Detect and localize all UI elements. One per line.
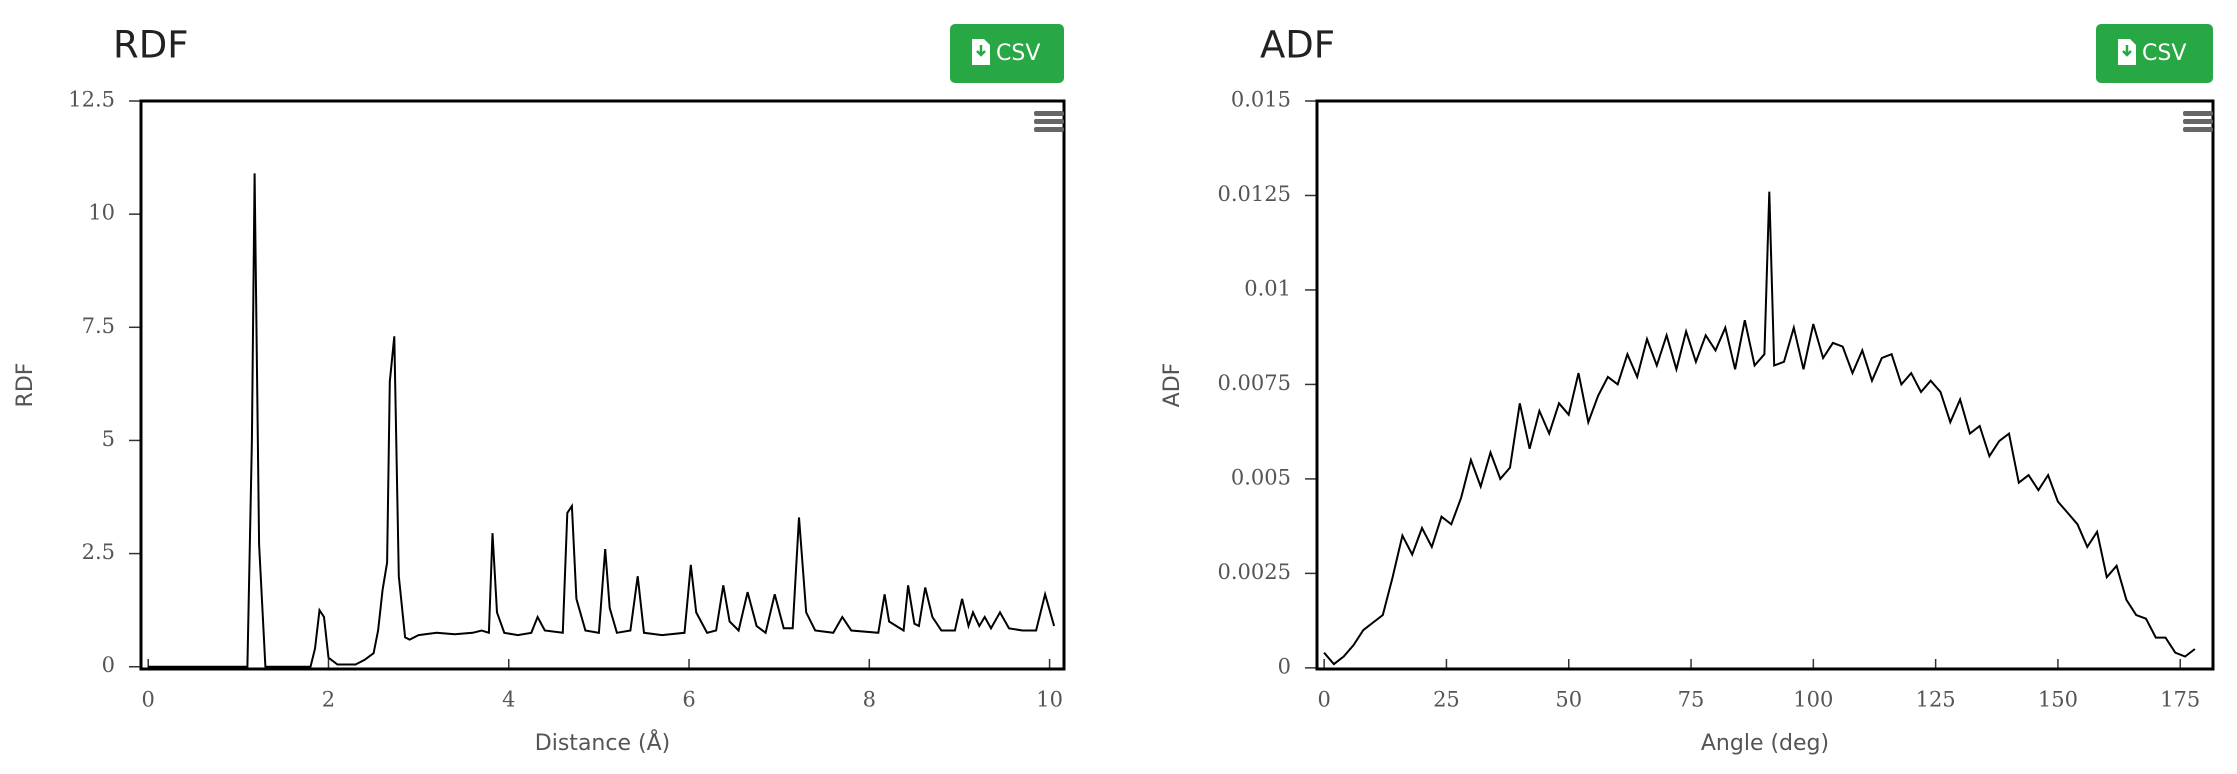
button-label: CSV — [2142, 41, 2186, 66]
button-background — [950, 24, 1064, 83]
y-tick-label: 0 — [102, 653, 115, 677]
download-arrow — [2122, 45, 2132, 57]
chart-title: RDF — [113, 24, 188, 67]
y-tick-label: 0.0025 — [1218, 560, 1291, 584]
y-tick-label: 0.0075 — [1218, 371, 1291, 395]
x-tick-label: 175 — [2160, 688, 2200, 712]
y-tick-label: 0.015 — [1231, 88, 1291, 112]
x-tick-label: 150 — [2038, 688, 2078, 712]
x-tick-label: 0 — [1317, 688, 1330, 712]
button-background — [2096, 24, 2213, 83]
x-tick-label: 100 — [1793, 688, 1833, 712]
x-tick-label: 125 — [1916, 688, 1956, 712]
menu-bar — [1034, 111, 1064, 116]
y-tick-label: 0.005 — [1231, 465, 1291, 489]
menu-bar — [2183, 127, 2213, 132]
export-button[interactable]: CSV — [2096, 24, 2213, 83]
y-tick-label: 5 — [102, 427, 115, 451]
x-tick-label: 25 — [1433, 688, 1460, 712]
y-tick-label: 0.0125 — [1218, 182, 1291, 206]
y-tick-label: 0 — [1278, 654, 1291, 678]
y-tick-label: 10 — [88, 201, 115, 225]
x-axis-label: Angle (deg) — [1701, 731, 1829, 756]
menu-bar — [2183, 119, 2213, 124]
x-tick-label: 6 — [682, 688, 695, 712]
x-tick-label: 2 — [322, 688, 335, 712]
x-tick-label: 0 — [142, 688, 155, 712]
button-label: CSV — [996, 41, 1040, 66]
x-axis-label: Distance (Å) — [535, 729, 670, 756]
chart-title: ADF — [1260, 24, 1335, 67]
x-tick-label: 75 — [1678, 688, 1705, 712]
y-tick-label: 2.5 — [82, 540, 115, 564]
menu-bar — [2183, 111, 2213, 116]
menu-bar — [1034, 119, 1064, 124]
y-tick-label: 0.01 — [1244, 276, 1291, 300]
x-tick-label: 10 — [1036, 688, 1063, 712]
download-arrow — [976, 45, 986, 57]
data-line — [148, 173, 1056, 668]
x-tick-label: 50 — [1555, 688, 1582, 712]
chart-menu[interactable] — [1034, 111, 1064, 132]
y-axis-label: RDF — [13, 363, 38, 408]
export-button[interactable]: CSV — [950, 24, 1064, 83]
plot-frame — [1315, 99, 2215, 671]
y-tick-label: 12.5 — [68, 88, 115, 112]
x-tick-label: 4 — [502, 688, 515, 712]
y-axis-label: ADF — [1160, 363, 1185, 408]
y-tick-label: 7.5 — [82, 314, 115, 338]
x-tick-label: 8 — [863, 688, 876, 712]
menu-bar — [1034, 127, 1064, 132]
plot-frame — [139, 99, 1066, 671]
data-line — [1323, 191, 2196, 666]
chart-menu[interactable] — [2183, 111, 2213, 132]
